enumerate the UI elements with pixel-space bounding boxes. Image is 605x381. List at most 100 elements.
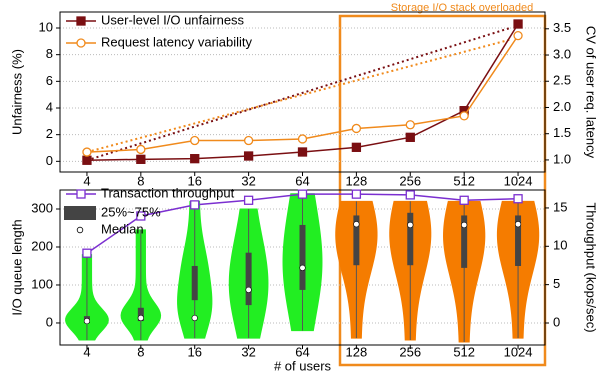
legend-label: 25%~75% bbox=[101, 204, 161, 219]
trend-line bbox=[86, 27, 511, 162]
y2-tick-label: 10 bbox=[553, 238, 567, 253]
legend-label: Request latency variability bbox=[101, 34, 253, 49]
y2-tick-label: 1.5 bbox=[553, 125, 571, 140]
y2-axis-title: Throughput (kops/sec) bbox=[584, 202, 599, 332]
data-point bbox=[136, 211, 146, 221]
x-tick-label: 16 bbox=[187, 173, 201, 188]
legend-label: Transaction throughput bbox=[101, 185, 235, 200]
x-tick-label: 128 bbox=[346, 173, 368, 188]
median-dot bbox=[83, 317, 91, 325]
y2-tick-label: 3.5 bbox=[553, 20, 571, 35]
x-tick-label: 4 bbox=[83, 173, 90, 188]
iqr-box bbox=[299, 224, 306, 290]
y-tick-label: 300 bbox=[31, 200, 53, 215]
y-tick-label: 2 bbox=[46, 126, 53, 141]
iqr-box bbox=[191, 265, 198, 301]
iqr-box bbox=[407, 212, 414, 266]
data-point bbox=[351, 189, 362, 199]
data-point bbox=[243, 151, 254, 161]
data-point bbox=[82, 155, 92, 165]
iqr-box bbox=[353, 215, 360, 266]
median-dot bbox=[407, 221, 414, 229]
x-tick-label: 256 bbox=[399, 344, 421, 359]
y2-axis-title: CV of user req. latency bbox=[584, 26, 599, 159]
x-tick-label: 1024 bbox=[504, 344, 533, 359]
y2-tick-label: 2.5 bbox=[553, 73, 571, 88]
y2-tick-label: 0 bbox=[553, 314, 560, 329]
legend-marker bbox=[76, 16, 86, 26]
median-dot bbox=[191, 314, 198, 322]
legend-label: User-level I/O unfairness bbox=[101, 12, 245, 27]
data-point bbox=[297, 147, 308, 157]
median-dot bbox=[514, 221, 522, 228]
x-tick-label: 4 bbox=[83, 344, 90, 359]
y2-tick-label: 3.0 bbox=[553, 46, 571, 61]
legend-median bbox=[76, 226, 84, 234]
data-point bbox=[513, 30, 523, 41]
data-point bbox=[190, 154, 200, 164]
legend-box bbox=[64, 206, 96, 220]
y-tick-label: 6 bbox=[46, 73, 53, 88]
y-tick-label: 0 bbox=[46, 314, 53, 329]
y-axis-title: I/O queue length bbox=[9, 219, 24, 315]
data-point bbox=[513, 194, 523, 204]
data-point bbox=[136, 154, 146, 164]
annotation: Storage I/O stack overloaded bbox=[391, 2, 533, 14]
data-point bbox=[459, 111, 469, 121]
x-tick-label: 16 bbox=[187, 344, 201, 359]
data-point bbox=[351, 123, 362, 134]
data-point bbox=[190, 135, 200, 146]
y-tick-label: 100 bbox=[31, 276, 53, 291]
data-point bbox=[351, 142, 362, 152]
x-tick-label: 128 bbox=[346, 344, 368, 359]
median-dot bbox=[245, 286, 252, 294]
data-point bbox=[297, 134, 308, 144]
iqr-box bbox=[461, 215, 468, 268]
legend-label: Median bbox=[101, 221, 144, 236]
data-point bbox=[190, 200, 200, 210]
median-dot bbox=[137, 314, 144, 322]
y2-tick-label: 2.0 bbox=[553, 99, 571, 114]
y-tick-label: 4 bbox=[46, 99, 53, 114]
y-tick-label: 200 bbox=[31, 238, 53, 253]
y-tick-label: 0 bbox=[46, 153, 53, 168]
iqr-box bbox=[137, 307, 144, 322]
y-tick-label: 8 bbox=[46, 46, 53, 61]
legend-marker bbox=[76, 189, 86, 199]
median-dot bbox=[353, 221, 360, 228]
data-point bbox=[405, 132, 415, 142]
iqr-box bbox=[515, 215, 522, 266]
y-axis-title: Unfairness (%) bbox=[9, 49, 24, 135]
data-point bbox=[82, 147, 92, 157]
y2-tick-label: 15 bbox=[553, 199, 567, 214]
x-tick-label: 8 bbox=[137, 173, 144, 188]
data-point bbox=[243, 195, 254, 205]
data-point bbox=[136, 144, 146, 155]
y-tick-label: 10 bbox=[39, 19, 53, 34]
iqr-box bbox=[245, 252, 252, 306]
data-point bbox=[405, 190, 415, 200]
x-tick-label: 64 bbox=[295, 344, 309, 359]
data-point bbox=[243, 135, 254, 146]
x-tick-label: 32 bbox=[241, 344, 255, 359]
x-tick-label: 8 bbox=[137, 344, 144, 359]
x-tick-label: 1024 bbox=[504, 173, 533, 188]
x-tick-label: 32 bbox=[241, 173, 255, 188]
data-point bbox=[297, 189, 308, 199]
data-point bbox=[513, 19, 523, 29]
median-dot bbox=[299, 264, 306, 271]
x-axis-title: # of users bbox=[274, 358, 332, 373]
data-point bbox=[405, 120, 415, 130]
x-tick-label: 512 bbox=[453, 173, 475, 188]
median-dot bbox=[461, 221, 468, 229]
x-tick-label: 64 bbox=[295, 173, 309, 188]
y2-tick-label: 1.0 bbox=[553, 151, 571, 166]
x-tick-label: 256 bbox=[399, 173, 421, 188]
legend-marker bbox=[76, 38, 86, 48]
data-point bbox=[459, 195, 469, 205]
x-tick-label: 512 bbox=[453, 344, 475, 359]
plot-frame bbox=[59, 11, 546, 173]
y2-tick-label: 5 bbox=[553, 276, 560, 291]
trend-line bbox=[86, 38, 511, 154]
